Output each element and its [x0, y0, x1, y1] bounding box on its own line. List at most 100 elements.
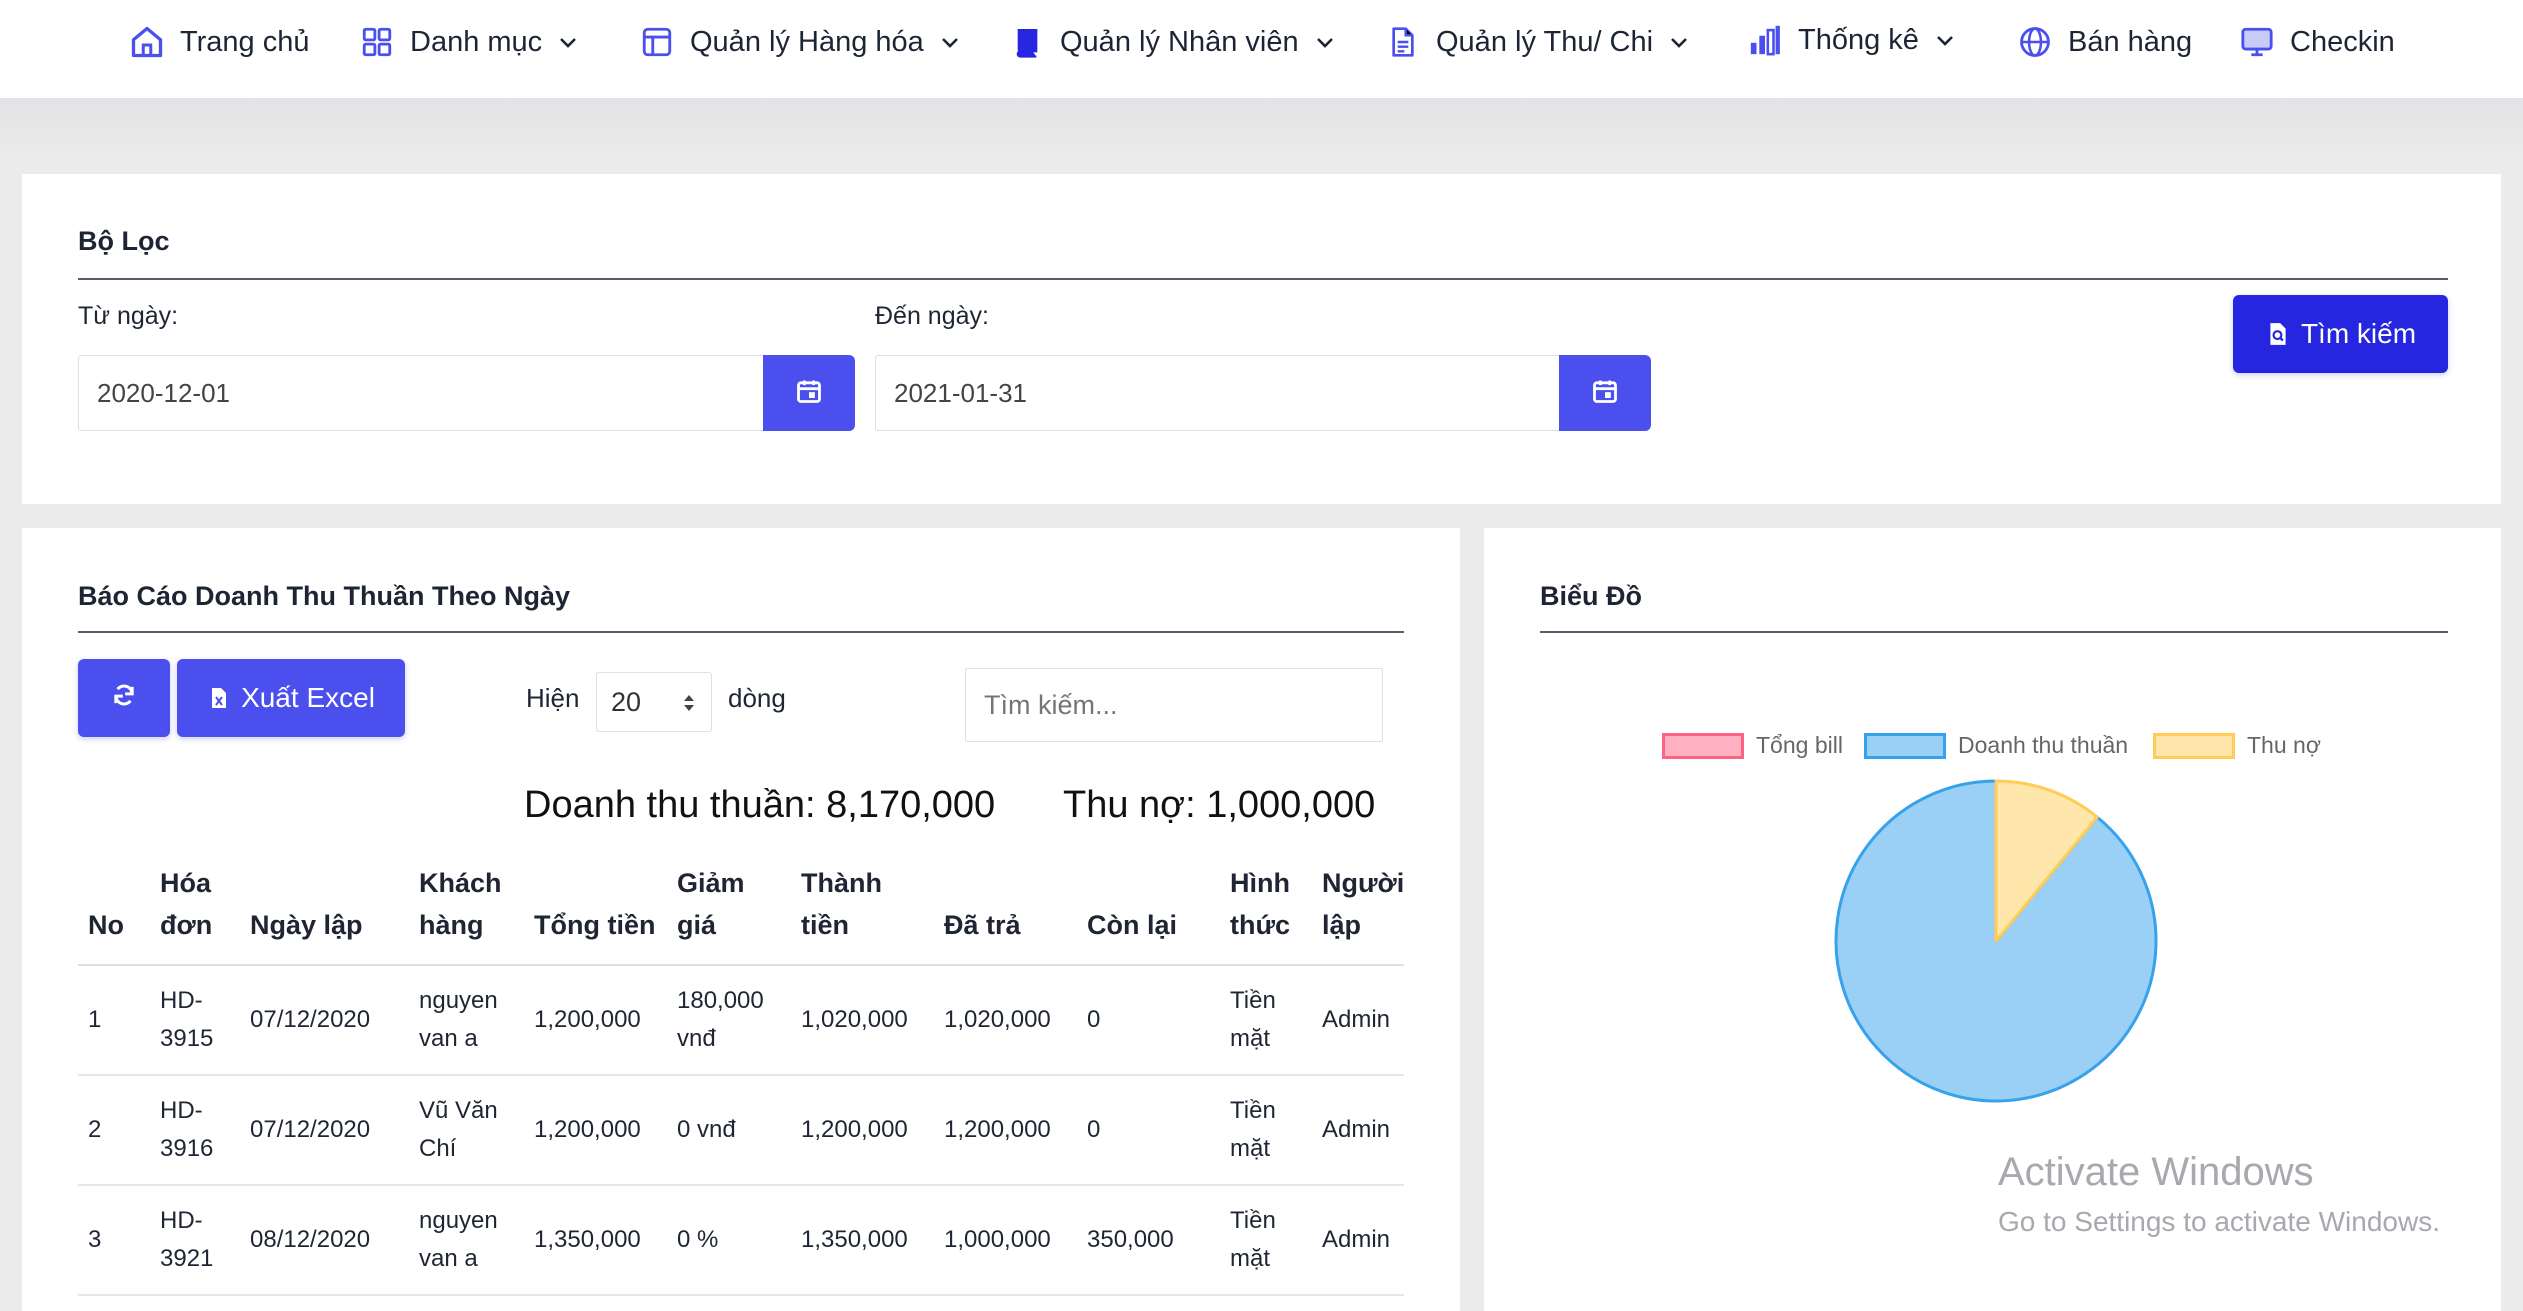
nav-item-quan-ly-hang-hoa[interactable]: Quản lý Hàng hóa — [638, 20, 964, 64]
nav-item-home[interactable]: Trang chủ — [128, 20, 310, 64]
home-icon — [128, 23, 166, 61]
from-date-calendar-button[interactable] — [763, 355, 855, 431]
cell-thanh-tien: 1,350,000 — [791, 1185, 934, 1296]
cell-con-lai: 350,000 — [1077, 1185, 1220, 1296]
cell-khach-hang: Vũ Văn Chí — [409, 1075, 524, 1186]
legend-item-thu-no[interactable]: Thu nợ — [2153, 732, 2321, 759]
cell-da-tra: 1,020,000 — [934, 965, 1077, 1076]
table-row: 2 HD-3916 07/12/2020 Vũ Văn Chí 1,200,00… — [78, 1075, 1404, 1186]
cell-giam-gia: 180,000 vnđ — [667, 965, 791, 1076]
nav-item-quan-ly-nhan-vien[interactable]: Quản lý Nhân viên — [1008, 20, 1339, 64]
top-navbar: Trang chủ Danh mục Quản lý Hàng hóa Quản… — [0, 0, 2523, 98]
nav-label-hang-hoa: Quản lý Hàng hóa — [690, 25, 924, 58]
table-row: 1 HD-3915 07/12/2020 nguyen van a 1,200,… — [78, 965, 1404, 1076]
col-header-con-lai[interactable]: Còn lại — [1077, 862, 1220, 966]
col-header-tong-tien[interactable]: Tổng tiền — [524, 862, 667, 966]
col-header-thanh-tien[interactable]: Thành tiền — [791, 862, 934, 966]
cell-no: 3 — [78, 1185, 150, 1296]
layout-icon — [638, 23, 676, 61]
search-button[interactable]: Tìm kiếm — [2233, 295, 2448, 373]
col-header-hoa-don[interactable]: Hóa đơn — [150, 862, 240, 966]
legend-swatch — [1662, 732, 1744, 759]
cell-hoa-don: HD-3916 — [150, 1075, 240, 1186]
nav-item-quan-ly-thu-chi[interactable]: Quản lý Thu/ Chi — [1384, 20, 1693, 64]
cell-tong-tien: 1,200,000 — [524, 965, 667, 1076]
page-size-value: 20 — [611, 686, 642, 717]
cell-tong-tien: 1,200,000 — [524, 1075, 667, 1186]
refresh-icon — [110, 681, 138, 716]
cell-hoa-don: HD-3921 — [150, 1185, 240, 1296]
document-icon — [1384, 23, 1422, 61]
cell-giam-gia: 0 vnđ — [667, 1075, 791, 1186]
table-row: 3 HD-3921 08/12/2020 nguyen van a 1,350,… — [78, 1185, 1404, 1296]
cell-hinh-thuc: Tiền mặt — [1220, 965, 1312, 1076]
col-header-khach-hang[interactable]: Khách hàng — [409, 862, 524, 966]
filter-divider — [78, 278, 2448, 280]
legend-item-doanh-thu-thuan[interactable]: Doanh thu thuần — [1864, 732, 2128, 759]
nav-item-checkin[interactable]: Checkin — [2238, 20, 2395, 64]
from-date-input[interactable]: 2020-12-01 — [78, 355, 764, 431]
page-size-show-label: Hiện — [526, 683, 580, 713]
nav-item-thong-ke[interactable]: Thống kê — [1746, 18, 1959, 62]
legend-swatch — [2153, 732, 2235, 759]
chart-divider — [1540, 631, 2448, 633]
search-document-icon — [2265, 320, 2291, 348]
filter-card: Bộ Lọc Từ ngày: 2020-12-01 Đến ngày: 202… — [22, 174, 2501, 504]
summary-debt: Thu nợ: 1,000,000 — [1063, 784, 1376, 826]
table-header-row: No Hóa đơn Ngày lập Khách hàng Tổng tiền… — [78, 862, 1404, 966]
bar-chart-icon — [1746, 21, 1784, 59]
from-date-label: Từ ngày: — [78, 302, 179, 330]
cell-thanh-tien: 1,020,000 — [791, 965, 934, 1076]
col-header-ngay-lap[interactable]: Ngày lập — [240, 862, 409, 966]
cell-hinh-thuc: Tiền mặt — [1220, 1075, 1312, 1186]
legend-swatch — [1864, 732, 1946, 759]
select-arrows-icon — [681, 691, 697, 722]
grid-icon — [358, 23, 396, 61]
cell-no: 2 — [78, 1075, 150, 1186]
report-card: Báo Cáo Doanh Thu Thuần Theo Ngày Xuất E… — [22, 528, 1460, 1311]
cell-nguoi-lap: Admin — [1312, 1075, 1404, 1186]
nav-label-danh-muc: Danh mục — [410, 25, 543, 58]
cell-ngay-lap: 07/12/2020 — [240, 1075, 409, 1186]
cell-khach-hang: nguyen van a — [409, 1185, 524, 1296]
nav-label-nhan-vien: Quản lý Nhân viên — [1060, 25, 1299, 58]
chevron-down-icon — [1667, 29, 1693, 55]
col-header-giam-gia[interactable]: Giảm giá — [667, 862, 791, 966]
monitor-icon — [2238, 23, 2276, 61]
pie-chart — [1834, 779, 2158, 1103]
calendar-icon — [1591, 377, 1619, 410]
filter-title: Bộ Lọc — [78, 226, 170, 256]
cell-tong-tien: 1,350,000 — [524, 1185, 667, 1296]
page-size-select[interactable]: 20 — [596, 672, 712, 732]
cell-con-lai: 0 — [1077, 965, 1220, 1076]
to-date-calendar-button[interactable] — [1559, 355, 1651, 431]
chevron-down-icon — [1933, 27, 1959, 53]
col-header-da-tra[interactable]: Đã trả — [934, 862, 1077, 966]
revenue-table: No Hóa đơn Ngày lập Khách hàng Tổng tiền… — [78, 862, 1404, 1296]
nav-label-thu-chi: Quản lý Thu/ Chi — [1436, 25, 1654, 58]
cell-nguoi-lap: Admin — [1312, 1185, 1404, 1296]
nav-label-checkin: Checkin — [2290, 25, 2395, 58]
export-excel-button[interactable]: Xuất Excel — [177, 659, 405, 737]
calendar-icon — [795, 377, 823, 410]
nav-item-ban-hang[interactable]: Bán hàng — [2016, 20, 2192, 64]
cell-nguoi-lap: Admin — [1312, 965, 1404, 1076]
col-header-hinh-thuc[interactable]: Hình thức — [1220, 862, 1312, 966]
col-header-no[interactable]: No — [78, 862, 150, 966]
legend-label: Tổng bill — [1756, 732, 1843, 758]
legend-item-tong-bill[interactable]: Tổng bill — [1662, 732, 1843, 759]
table-search-input[interactable] — [965, 668, 1383, 742]
nav-label-home: Trang chủ — [180, 25, 310, 58]
cell-thanh-tien: 1,200,000 — [791, 1075, 934, 1186]
cell-da-tra: 1,200,000 — [934, 1075, 1077, 1186]
col-header-nguoi-lap[interactable]: Người lập — [1312, 862, 1404, 966]
summary-revenue: Doanh thu thuần: 8,170,000 — [524, 784, 996, 826]
page-size-rows-label: dòng — [728, 683, 786, 713]
nav-item-danh-muc[interactable]: Danh mục — [358, 20, 582, 64]
refresh-button[interactable] — [78, 659, 170, 737]
pie-slice-2[interactable] — [1994, 779, 2099, 943]
to-date-input[interactable]: 2021-01-31 — [875, 355, 1561, 431]
cell-da-tra: 1,000,000 — [934, 1185, 1077, 1296]
nav-label-thong-ke: Thống kê — [1798, 23, 1919, 56]
report-title: Báo Cáo Doanh Thu Thuần Theo Ngày — [78, 581, 570, 611]
